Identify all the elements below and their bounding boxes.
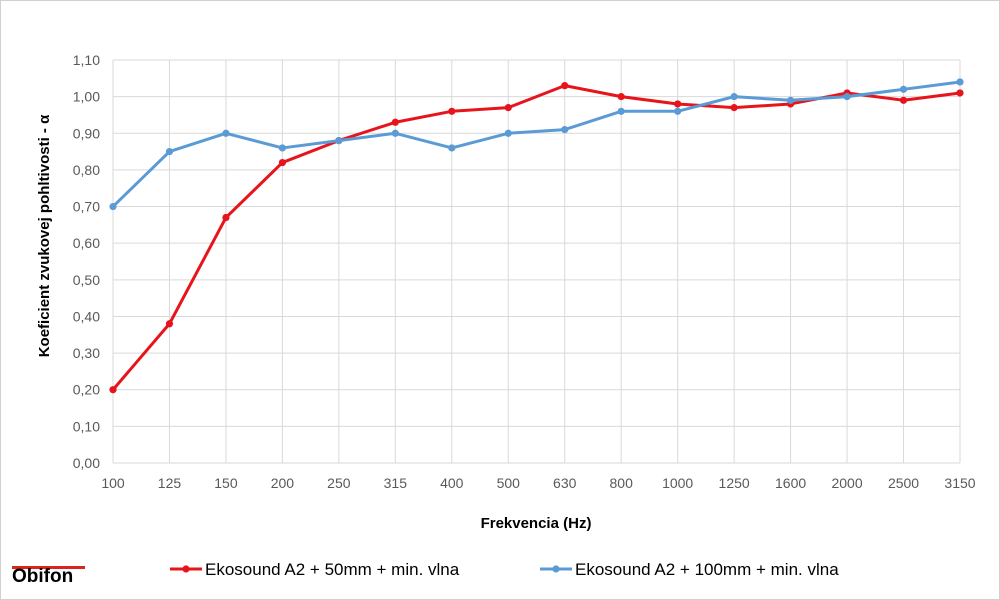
data-point	[843, 93, 851, 101]
y-tick-label: 0,80	[73, 162, 100, 178]
data-point	[335, 137, 343, 145]
x-tick-label: 150	[214, 475, 238, 491]
legend-item: Ekosound A2 + 100mm + min. vlna	[540, 560, 839, 579]
y-tick-label: 0,40	[73, 308, 100, 324]
y-tick-label: 0,10	[73, 418, 100, 434]
data-point	[165, 147, 174, 156]
y-tick-label: 0,60	[73, 235, 100, 251]
x-tick-label: 315	[384, 475, 408, 491]
data-point	[109, 202, 117, 211]
legend-item: Ekosound A2 + 50mm + min. vlna	[170, 560, 460, 579]
x-tick-label: 2000	[831, 475, 862, 491]
y-tick-labels: 0,00 0,10 0,20 0,30 0,40 0,50 0,60 0,70 0,80 0,90…	[73, 52, 100, 471]
brand-logo: Obifon	[12, 566, 74, 587]
data-point	[165, 320, 174, 328]
data-point	[504, 129, 512, 137]
gridlines	[112, 59, 961, 464]
series-line	[111, 80, 962, 209]
data-point	[674, 100, 682, 108]
series-1	[109, 82, 964, 394]
data-point	[730, 93, 738, 101]
data-point	[899, 96, 908, 104]
x-axis-title: Frekvencia (Hz)	[481, 515, 592, 532]
data-point	[956, 78, 964, 86]
y-tick-label: 0,70	[73, 199, 100, 215]
x-tick-label: 1000	[662, 475, 693, 491]
legend-swatch-marker	[182, 565, 190, 573]
data-point	[109, 386, 117, 394]
x-tick-label: 800	[610, 475, 634, 491]
legend-swatch-marker	[552, 565, 560, 573]
data-point	[278, 158, 286, 167]
series-lines	[109, 78, 964, 394]
data-point	[391, 129, 399, 137]
data-point	[899, 85, 908, 93]
x-tick-label: 630	[553, 475, 577, 491]
y-tick-label: 0,50	[73, 272, 100, 288]
legend-label: Ekosound A2 + 100mm + min. vlna	[575, 560, 839, 579]
data-point	[730, 104, 738, 112]
data-point	[956, 89, 964, 97]
x-tick-label: 1250	[719, 475, 750, 491]
x-tick-label: 2500	[888, 475, 919, 491]
data-point	[674, 107, 682, 115]
data-point	[448, 144, 456, 152]
data-point	[561, 126, 569, 134]
x-tick-label: 1600	[775, 475, 806, 491]
x-tick-label: 200	[271, 475, 295, 491]
x-tick-labels: 100 125 150 200 250 315 400 500 630 800 1000 1250 16…	[101, 475, 975, 491]
y-axis-title: Koeficient zvukovej pohltivosti - α	[36, 114, 53, 357]
brand-accent-bar	[12, 566, 85, 569]
data-point	[561, 82, 569, 90]
data-point	[222, 129, 230, 137]
data-point	[278, 144, 286, 152]
data-point	[617, 93, 625, 101]
data-point	[787, 96, 795, 104]
data-point	[222, 213, 230, 222]
y-tick-label: 1,00	[73, 89, 100, 105]
x-tick-label: 250	[327, 475, 351, 491]
x-tick-label: 500	[497, 475, 521, 491]
legend-label: Ekosound A2 + 50mm + min. vlna	[205, 560, 460, 579]
legend: Ekosound A2 + 50mm + min. vlna Ekosound A…	[170, 560, 839, 579]
y-tick-label: 0,90	[73, 125, 100, 141]
data-point	[504, 104, 512, 112]
series-2	[109, 78, 964, 211]
y-tick-label: 0,00	[73, 455, 100, 471]
x-tick-label: 400	[440, 475, 464, 491]
y-tick-label: 1,10	[73, 52, 100, 68]
y-tick-label: 0,30	[73, 345, 100, 361]
x-tick-label: 100	[101, 475, 125, 491]
data-point	[448, 107, 456, 115]
x-tick-label: 125	[158, 475, 182, 491]
data-point	[617, 107, 625, 115]
y-tick-label: 0,20	[73, 382, 100, 398]
data-point	[391, 118, 399, 126]
x-tick-label: 3150	[944, 475, 975, 491]
